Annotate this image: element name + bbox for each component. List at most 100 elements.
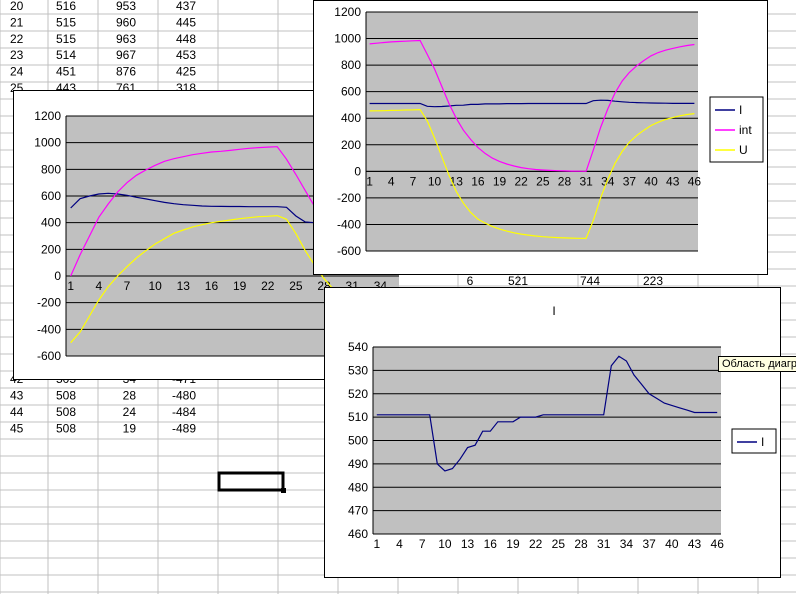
y-tick-label: 510: [348, 410, 368, 424]
y-tick-label: 530: [348, 363, 368, 377]
x-tick-label: 34: [620, 537, 634, 551]
x-tick-label: 16: [205, 279, 219, 293]
series-line-I[interactable]: [376, 355, 718, 472]
legend-label: I: [739, 103, 742, 117]
sheet-cell: 963: [116, 32, 136, 46]
y-tick-label: 400: [341, 111, 361, 125]
sheet-cell: 445: [176, 15, 196, 29]
x-tick-label: 34: [601, 174, 615, 188]
x-tick-label: 1: [67, 279, 74, 293]
y-tick-label: -600: [37, 349, 61, 363]
sheet-cell: 967: [116, 48, 136, 62]
sheet-cell: 960: [116, 15, 136, 29]
series-line-1[interactable]: [70, 146, 399, 277]
y-tick-label: 0: [54, 269, 61, 283]
sheet-cell: 448: [176, 32, 196, 46]
series-line-U[interactable]: [369, 108, 695, 240]
x-tick-label: 25: [552, 537, 566, 551]
y-tick-label: 470: [348, 504, 368, 518]
x-tick-label: 25: [536, 174, 550, 188]
y-tick-label: -400: [37, 322, 61, 336]
x-tick-label: 28: [574, 537, 588, 551]
x-tick-label: 10: [428, 174, 442, 188]
y-tick-label: -200: [37, 296, 61, 310]
x-tick-label: 40: [665, 537, 679, 551]
x-tick-label: 13: [461, 537, 475, 551]
sheet-cell: 508: [56, 405, 76, 419]
legend-label: U: [739, 143, 748, 157]
x-tick-label: 19: [233, 279, 247, 293]
sheet-cell: 22: [10, 32, 24, 46]
x-tick-label: 10: [438, 537, 452, 551]
x-tick-label: 7: [419, 537, 426, 551]
sheet-cell: 876: [116, 65, 136, 79]
chart-bottom-right[interactable]: I 540 530 520 510 500 490 480 470 460 1 4 7 10 13 16 19 2…: [325, 288, 782, 579]
y-tick-label: 1200: [334, 5, 361, 19]
x-tick-label: 7: [124, 279, 131, 293]
x-tick-label: 37: [642, 537, 656, 551]
y-tick-label: 600: [341, 85, 361, 99]
series-line-0[interactable]: [70, 192, 399, 224]
chart-title: I: [552, 304, 555, 318]
chart-window-top-right[interactable]: 1200 1000 800 600 400 200 0 -200 -400 -600 1 4 7 10 13…: [313, 0, 768, 275]
x-tick-label: 46: [688, 174, 702, 188]
sheet-cell: 20: [10, 0, 24, 13]
x-tick-label: 46: [711, 537, 725, 551]
sheet-cell: 437: [176, 0, 196, 13]
x-tick-label: 4: [396, 537, 403, 551]
sheet-cell: 744: [580, 274, 600, 288]
sheet-cell: 515: [56, 32, 76, 46]
x-tick-label: 25: [289, 279, 303, 293]
y-tick-label: 800: [41, 162, 61, 176]
sheet-cell: -489: [172, 422, 196, 436]
x-tick-label: 1: [373, 537, 380, 551]
x-tick-label: 19: [506, 537, 520, 551]
sheet-cell: 425: [176, 65, 196, 79]
x-tick-label: 13: [177, 279, 191, 293]
selected-cell[interactable]: [217, 471, 285, 492]
x-tick-label: 16: [484, 537, 498, 551]
sheet-cell: 514: [56, 48, 76, 62]
series-line-int[interactable]: [369, 39, 695, 172]
x-tick-label: 22: [261, 279, 275, 293]
sheet-cell: 19: [123, 422, 137, 436]
sheet-cell: 23: [10, 48, 24, 62]
y-tick-label: -200: [337, 191, 361, 205]
plot-area: [366, 12, 698, 251]
y-tick-label: 600: [41, 189, 61, 203]
sheet-cell: 24: [10, 65, 24, 79]
sheet-cell: 44: [10, 405, 24, 419]
sheet-cell: 6: [467, 274, 474, 288]
x-tick-label: 1: [366, 174, 373, 188]
y-tick-label: 0: [354, 164, 361, 178]
x-tick-label: 22: [529, 537, 543, 551]
y-tick-label: 400: [41, 216, 61, 230]
y-tick-label: 800: [341, 58, 361, 72]
y-tick-label: 1200: [34, 109, 61, 123]
y-tick-label: 460: [348, 527, 368, 541]
y-tick-label: 1000: [334, 32, 361, 46]
fill-handle: [281, 488, 286, 493]
legend-box[interactable]: [731, 428, 777, 454]
sheet-cell: 24: [123, 405, 137, 419]
y-tick-label: 480: [348, 480, 368, 494]
chart-window-bottom-right[interactable]: I 540 530 520 510 500 490 480 470 460 1 4 7 10 13 16 19 2…: [324, 287, 781, 578]
y-tick-label: -600: [337, 244, 361, 258]
sheet-cell: 45: [10, 422, 24, 436]
x-tick-label: 31: [597, 537, 611, 551]
sheet-cell: 451: [56, 65, 76, 79]
y-tick-label: -400: [337, 217, 361, 231]
legend-label: I: [761, 435, 764, 449]
y-tick-label: 490: [348, 457, 368, 471]
legend-label: int: [739, 123, 752, 137]
x-tick-label: 19: [493, 174, 507, 188]
y-tick-label: 520: [348, 387, 368, 401]
x-tick-label: 31: [579, 174, 593, 188]
series-line-2[interactable]: [70, 214, 399, 344]
y-tick-label: 500: [348, 434, 368, 448]
sheet-cell: 508: [56, 389, 76, 403]
series-line-I[interactable]: [369, 99, 695, 108]
sheet-cell: 515: [56, 15, 76, 29]
x-tick-label: 28: [558, 174, 572, 188]
